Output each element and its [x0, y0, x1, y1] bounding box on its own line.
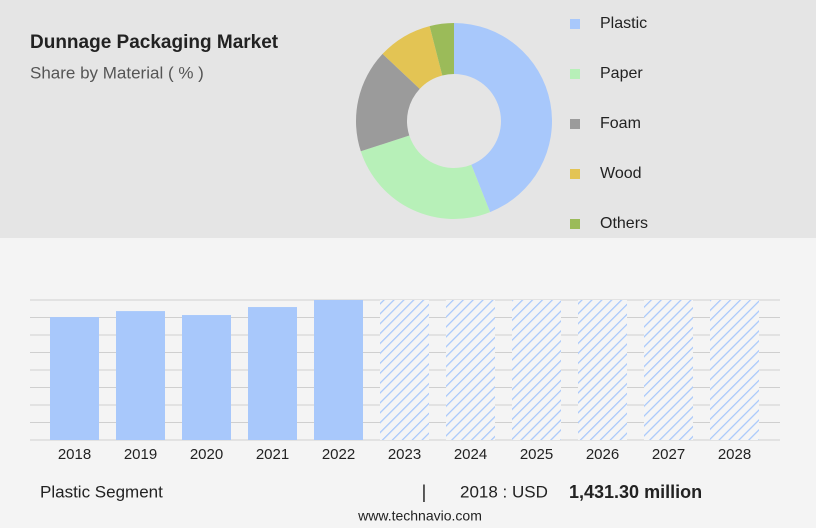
x-tick-label: 2024 [454, 446, 487, 463]
footer-value: 1,431.30 million [569, 482, 702, 502]
forecast-placeholder [446, 300, 495, 440]
chart-title: Dunnage Packaging Market [30, 32, 279, 53]
legend-marker [570, 219, 580, 229]
donut-slice [355, 53, 420, 152]
donut-slice [429, 23, 454, 76]
x-tick-label: 2026 [586, 446, 619, 463]
legend-marker [570, 19, 580, 29]
x-tick-label: 2021 [256, 446, 289, 463]
footer-separator: | [422, 482, 427, 502]
x-tick-label: 2023 [388, 446, 421, 463]
legend-label: Plastic [600, 15, 647, 32]
x-tick-label: 2019 [124, 446, 157, 463]
bar [248, 307, 297, 440]
footer-segment: Plastic Segment [40, 482, 163, 501]
bar [182, 315, 231, 440]
forecast-placeholder [512, 300, 561, 440]
legend-label: Wood [600, 165, 642, 182]
legend-marker [570, 69, 580, 79]
chart-subtitle: Share by Material ( % ) [30, 63, 204, 82]
bar [116, 311, 165, 440]
legend-label: Foam [600, 115, 641, 132]
x-tick-label: 2020 [190, 446, 223, 463]
x-tick-label: 2028 [718, 446, 751, 463]
legend-label: Others [600, 215, 648, 232]
bar [314, 300, 363, 440]
x-tick-label: 2018 [58, 446, 91, 463]
legend-marker [570, 169, 580, 179]
legend-label: Paper [600, 65, 643, 82]
donut-slice [454, 23, 553, 213]
forecast-placeholder [380, 300, 429, 440]
footer-source: www.technavio.com [357, 508, 482, 524]
forecast-placeholder [578, 300, 627, 440]
donut-slice [360, 135, 491, 219]
legend-marker [570, 119, 580, 129]
forecast-placeholder [710, 300, 759, 440]
x-tick-label: 2027 [652, 446, 685, 463]
bar [50, 317, 99, 440]
x-tick-label: 2025 [520, 446, 553, 463]
forecast-placeholder [644, 300, 693, 440]
x-tick-label: 2022 [322, 446, 355, 463]
footer-year: 2018 : USD [460, 482, 548, 501]
donut-slice [382, 26, 443, 89]
